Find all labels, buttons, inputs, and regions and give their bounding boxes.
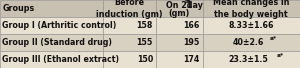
Text: Group II (Standard drug): Group II (Standard drug) (2, 38, 112, 47)
Bar (0, 17, 103, 34)
Text: 8.33±1.66: 8.33±1.66 (229, 21, 274, 30)
Text: Groups: Groups (3, 4, 35, 13)
Text: a*: a* (270, 36, 277, 41)
Text: 23.3±1.5: 23.3±1.5 (228, 55, 268, 64)
Bar (156, 0, 202, 17)
Bar (103, 51, 156, 68)
Text: (gm): (gm) (169, 9, 190, 18)
Text: 155: 155 (136, 38, 153, 47)
Text: 174: 174 (183, 55, 200, 64)
Text: day: day (184, 1, 202, 10)
Text: Mean changes in
the body weight: Mean changes in the body weight (213, 0, 290, 19)
Text: 150: 150 (137, 55, 153, 64)
Text: Group I (Arthritic control): Group I (Arthritic control) (2, 21, 117, 30)
Bar (202, 0, 300, 17)
Text: a*: a* (277, 53, 284, 58)
Bar (0, 51, 103, 68)
Bar (156, 17, 202, 34)
Bar (202, 17, 300, 34)
Bar (103, 34, 156, 51)
Text: Group III (Ethanol extract): Group III (Ethanol extract) (2, 55, 119, 64)
Text: 166: 166 (183, 21, 200, 30)
Bar (0, 0, 103, 17)
Text: st: st (184, 0, 191, 4)
Bar (103, 0, 156, 17)
Text: 40±2.6: 40±2.6 (232, 38, 264, 47)
Bar (156, 34, 202, 51)
Bar (0, 34, 103, 51)
Bar (202, 34, 300, 51)
Text: 158: 158 (136, 21, 153, 30)
Bar (202, 51, 300, 68)
Bar (156, 51, 202, 68)
Text: Before
induction (gm): Before induction (gm) (96, 0, 163, 19)
Bar (103, 17, 156, 34)
Text: 195: 195 (183, 38, 200, 47)
Text: On 21: On 21 (166, 1, 192, 10)
